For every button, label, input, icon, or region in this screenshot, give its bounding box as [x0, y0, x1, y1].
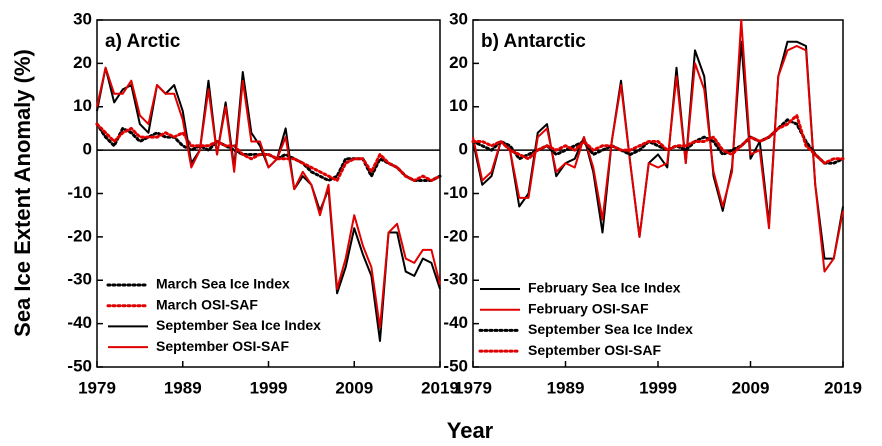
legend-label: September Sea Ice Index — [528, 321, 693, 337]
y-tick-label: 0 — [459, 140, 468, 159]
legend-label: February OSI-SAF — [528, 300, 649, 316]
series-line — [472, 19, 844, 273]
x-tick-label: 1999 — [639, 378, 677, 397]
y-tick-label: -10 — [443, 183, 468, 202]
y-tick-label: -10 — [67, 183, 92, 202]
x-tick-label: 1979 — [78, 378, 116, 397]
y-tick-label: -50 — [67, 356, 92, 375]
y-tick-label: -20 — [67, 226, 92, 245]
y-tick-label: -30 — [443, 270, 468, 289]
x-tick-label: 1989 — [547, 378, 585, 397]
x-tick-label: 2019 — [824, 378, 862, 397]
y-tick-label: 0 — [83, 140, 92, 159]
x-tick-label: 2009 — [335, 378, 373, 397]
x-tick-label: 2019 — [421, 378, 459, 397]
series-line — [96, 66, 441, 342]
x-axis-label: Year — [447, 418, 494, 443]
x-tick-label: 1979 — [454, 378, 492, 397]
y-tick-label: -40 — [67, 313, 92, 332]
y-tick-label: 20 — [73, 53, 92, 72]
series-line — [471, 113, 845, 165]
y-tick-label: 10 — [449, 96, 468, 115]
y-tick-label: 30 — [73, 9, 92, 28]
x-tick-label: 2009 — [732, 378, 770, 397]
y-tick-label: -20 — [443, 226, 468, 245]
y-tick-label: -30 — [67, 270, 92, 289]
series-line — [95, 122, 442, 182]
panel-title: a) Arctic — [105, 31, 181, 52]
y-tick-label: 10 — [73, 96, 92, 115]
y-tick-label: 30 — [449, 9, 468, 28]
plot-frame — [96, 19, 441, 368]
legend-label: September Sea Ice Index — [156, 317, 321, 333]
legend-label: March OSI-SAF — [156, 296, 258, 312]
y-tick-label: -50 — [443, 356, 468, 375]
x-tick-label: 1999 — [250, 378, 288, 397]
y-tick-label: -40 — [443, 313, 468, 332]
panel-title: b) Antarctic — [481, 31, 586, 52]
series-line — [96, 66, 441, 329]
y-tick-label: 20 — [449, 53, 468, 72]
x-tick-label: 1989 — [164, 378, 202, 397]
legend-label: September OSI-SAF — [156, 338, 289, 354]
legend-label: September OSI-SAF — [528, 342, 661, 358]
legend-label: March Sea Ice Index — [156, 276, 290, 292]
y-axis-label: Sea Ice Extent Anomaly (%) — [10, 49, 35, 337]
legend-label: February Sea Ice Index — [528, 280, 681, 296]
